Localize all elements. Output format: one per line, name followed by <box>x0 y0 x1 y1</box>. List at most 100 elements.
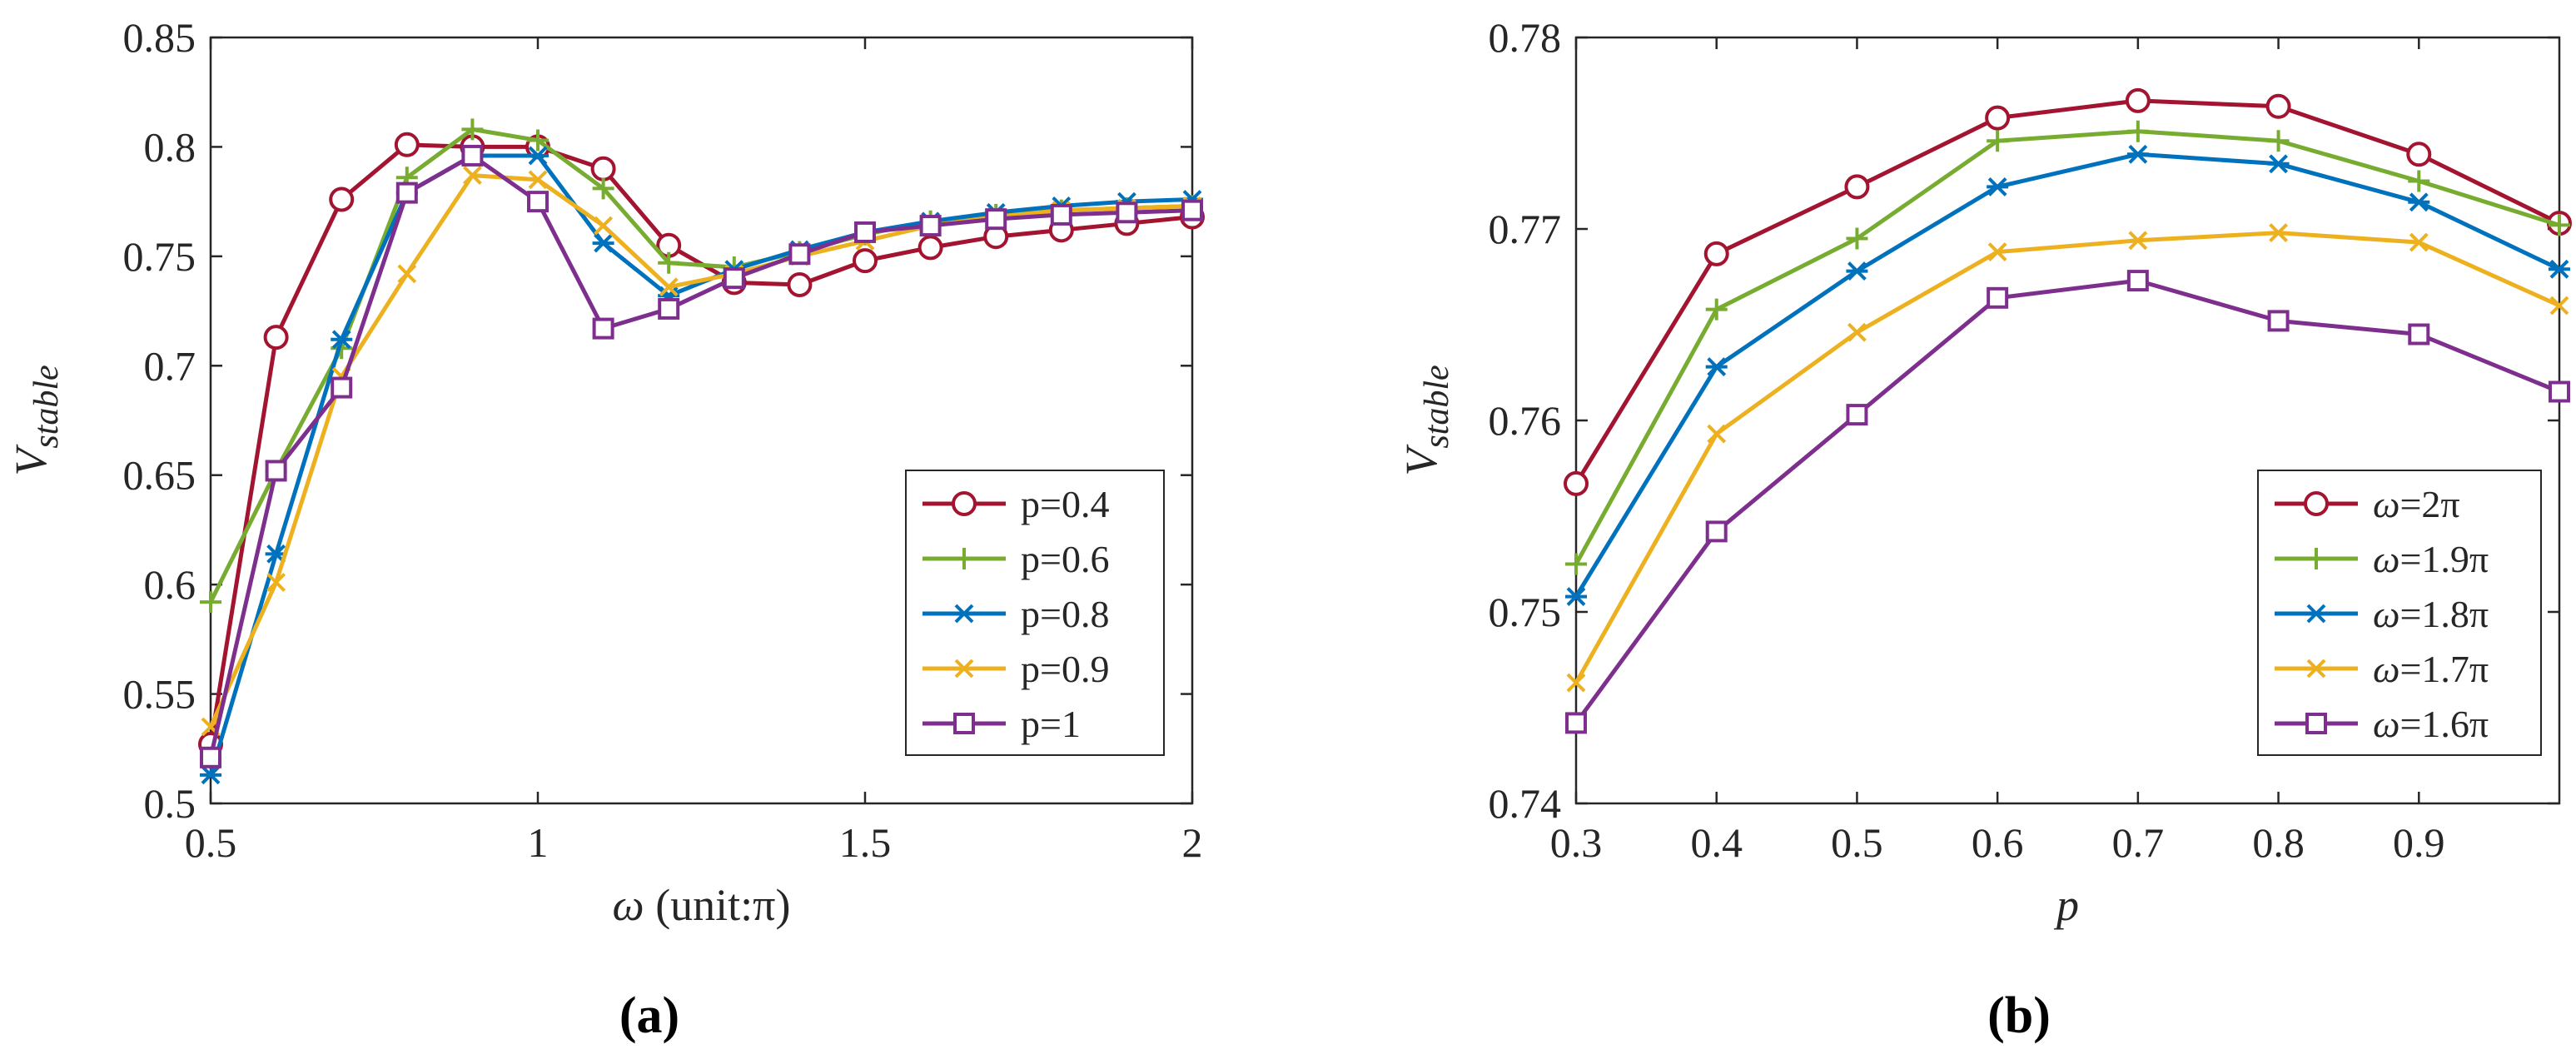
x-tick-label: 0.5 <box>185 819 237 866</box>
data-point <box>265 460 287 482</box>
legend-label: p=0.9 <box>1021 648 1109 690</box>
legend-item: ω=1.9π <box>2275 538 2489 580</box>
data-point <box>266 573 286 592</box>
data-point <box>1987 286 2009 309</box>
x-tick-label: 0.3 <box>1550 819 1603 866</box>
legend-label: ω=2π <box>2373 483 2460 525</box>
data-point <box>723 267 745 290</box>
series-line <box>208 153 1193 776</box>
legend-marker <box>953 713 975 734</box>
data-point <box>395 181 418 204</box>
data-point <box>394 132 420 157</box>
data-point <box>200 765 221 785</box>
y-tick-label: 0.6 <box>144 561 196 608</box>
y-tick-label: 0.75 <box>1489 589 1562 635</box>
y-tick-label: 0.74 <box>1489 780 1562 827</box>
legend-item: ω=1.8π <box>2275 593 2489 635</box>
data-point <box>1564 470 1589 496</box>
series-line <box>1574 278 2560 724</box>
data-point <box>853 248 878 274</box>
series-line <box>208 153 1193 758</box>
legend-item: ω=1.7π <box>2275 648 2489 690</box>
data-point <box>1181 199 1203 221</box>
data-point <box>1566 673 1586 693</box>
legend-label: p=1 <box>1021 703 1081 745</box>
series-3 <box>1565 144 2570 607</box>
data-point <box>658 251 680 274</box>
series-line <box>1574 98 2561 485</box>
legend-item: ω=2π <box>2275 483 2460 525</box>
data-point <box>527 191 549 213</box>
x-tick-label: 0.9 <box>2393 819 2445 866</box>
series-5 <box>1565 270 2570 734</box>
data-point <box>2409 232 2429 252</box>
data-point <box>397 264 417 284</box>
legend-label: p=0.6 <box>1021 538 1109 580</box>
y-tick-label: 0.85 <box>123 14 196 61</box>
legend-item: p=1 <box>922 703 1081 745</box>
axes-box <box>209 36 1194 805</box>
data-point <box>2549 259 2570 279</box>
data-point <box>1050 203 1072 226</box>
x-tick-label: 0.5 <box>1831 819 1883 866</box>
series-2 <box>1565 120 2570 575</box>
legend-marker <box>2304 491 2329 516</box>
data-point <box>2549 296 2569 316</box>
data-point <box>329 186 355 212</box>
data-point <box>2269 223 2288 243</box>
y-tick-label: 0.78 <box>1489 14 1562 61</box>
data-point <box>2267 154 2290 174</box>
panel-label-a: (a) <box>619 987 679 1044</box>
y-tick-label: 0.77 <box>1489 206 1562 252</box>
data-point <box>2126 120 2149 142</box>
y-tick-label: 0.75 <box>123 233 196 280</box>
legend-marker <box>2305 713 2327 734</box>
legend-item: ω=1.6π <box>2275 703 2489 745</box>
y-tick-label: 0.76 <box>1489 397 1562 444</box>
data-point <box>528 170 548 190</box>
series-5 <box>200 144 1203 768</box>
data-point <box>2408 323 2430 346</box>
chart-panel-b: 0.3 0.4 0.5 0.6 0.7 0.8 0.9 0.74 0.75 0.76 0.77 0.7… <box>1396 14 2572 930</box>
y-tick-label: 0.65 <box>123 452 196 499</box>
data-point <box>1987 130 2009 152</box>
data-point <box>1703 241 1729 266</box>
legend-label: ω=1.6π <box>2373 703 2489 745</box>
series-line <box>1574 152 2561 598</box>
data-point <box>461 144 484 167</box>
data-point <box>2126 144 2149 164</box>
y-axis-label: Vstable <box>1396 365 1456 475</box>
data-point <box>2267 130 2290 152</box>
data-point <box>2125 87 2151 113</box>
legend: p=0.4 p=0.6 p=0.8 p=0.9 p=1 <box>905 470 1165 756</box>
x-tick-label: 0.4 <box>1690 819 1743 866</box>
data-point <box>1565 587 1587 607</box>
legend: ω=2π ω=1.9π ω=1.8π ω=1.7π ω=1.6π <box>2257 470 2542 756</box>
legend-marker <box>953 604 975 624</box>
y-tick-label: 0.55 <box>123 671 196 718</box>
data-point <box>1987 176 2009 196</box>
data-point <box>2126 270 2149 292</box>
data-point <box>331 376 353 399</box>
data-point <box>331 330 353 350</box>
data-point <box>2408 192 2430 212</box>
data-point <box>590 156 616 181</box>
data-point <box>1846 404 1868 426</box>
legend-marker <box>953 548 975 569</box>
data-point <box>592 317 614 340</box>
legend-marker <box>954 659 974 679</box>
legend-label: p=0.8 <box>1021 593 1109 635</box>
x-tick-label: 2 <box>1182 819 1203 866</box>
data-point <box>2549 380 2570 403</box>
x-tick-label: 0.8 <box>2252 819 2305 866</box>
y-tick-label: 0.8 <box>144 123 196 170</box>
data-point <box>263 325 289 351</box>
data-point <box>1705 298 1728 321</box>
series-line <box>208 173 1193 728</box>
data-point <box>1707 424 1727 444</box>
panel-label-b: (b) <box>1987 987 2051 1044</box>
data-point <box>1565 553 1587 575</box>
data-point <box>787 272 813 298</box>
y-tick-label: 0.7 <box>144 342 196 389</box>
data-point <box>2265 93 2291 119</box>
